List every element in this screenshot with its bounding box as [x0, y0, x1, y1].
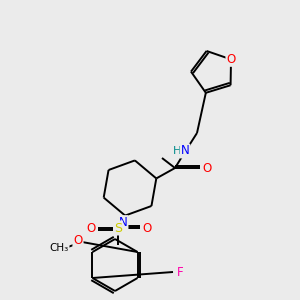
Text: F: F [177, 266, 183, 278]
Text: S: S [114, 221, 122, 235]
Text: O: O [86, 221, 96, 235]
Text: O: O [202, 161, 211, 175]
Text: N: N [181, 145, 189, 158]
Text: N: N [119, 216, 128, 229]
Text: O: O [74, 233, 82, 247]
Text: O: O [142, 221, 152, 235]
Text: O: O [226, 53, 236, 66]
Text: H: H [173, 146, 181, 156]
Text: CH₃: CH₃ [50, 243, 69, 253]
